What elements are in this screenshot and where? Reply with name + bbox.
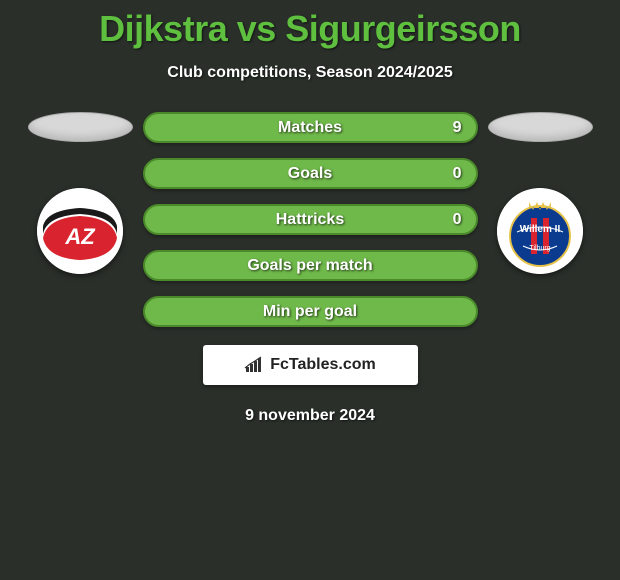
left-column: AZ [20,112,140,274]
stat-right-value: 0 [453,211,462,229]
svg-text:Willem II: Willem II [520,224,561,235]
stat-bar-matches: Matches 9 [143,112,478,143]
az-logo-icon: AZ [37,188,123,274]
main-area: AZ Matches 9 Goals 0 Hattricks 0 Goals p… [0,112,620,327]
footer-brand-text: FcTables.com [270,356,376,374]
stat-label: Goals per match [247,257,372,275]
stat-label: Hattricks [276,211,344,229]
stat-label: Goals [288,165,332,183]
chart-icon [244,356,266,374]
right-ellipse-decoration [488,112,593,142]
footer-brand-badge: FcTables.com [203,345,418,385]
stat-bar-min-per-goal: Min per goal [143,296,478,327]
svg-text:AZ: AZ [64,224,96,249]
stat-right-value: 9 [453,119,462,137]
left-ellipse-decoration [28,112,133,142]
page-title: Dijkstra vs Sigurgeirsson [0,0,620,50]
right-column: Willem II Tilburg [480,112,600,274]
right-team-logo: Willem II Tilburg [497,188,583,274]
willem-logo-icon: Willem II Tilburg [497,188,583,274]
svg-text:Tilburg: Tilburg [529,245,550,252]
date-text: 9 november 2024 [0,407,620,425]
stat-label: Min per goal [263,303,357,321]
subtitle: Club competitions, Season 2024/2025 [0,64,620,82]
stats-column: Matches 9 Goals 0 Hattricks 0 Goals per … [140,112,480,327]
stat-bar-goals: Goals 0 [143,158,478,189]
stat-bar-goals-per-match: Goals per match [143,250,478,281]
stat-label: Matches [278,119,342,137]
stat-bar-hattricks: Hattricks 0 [143,204,478,235]
left-team-logo: AZ [37,188,123,274]
stat-right-value: 0 [453,165,462,183]
